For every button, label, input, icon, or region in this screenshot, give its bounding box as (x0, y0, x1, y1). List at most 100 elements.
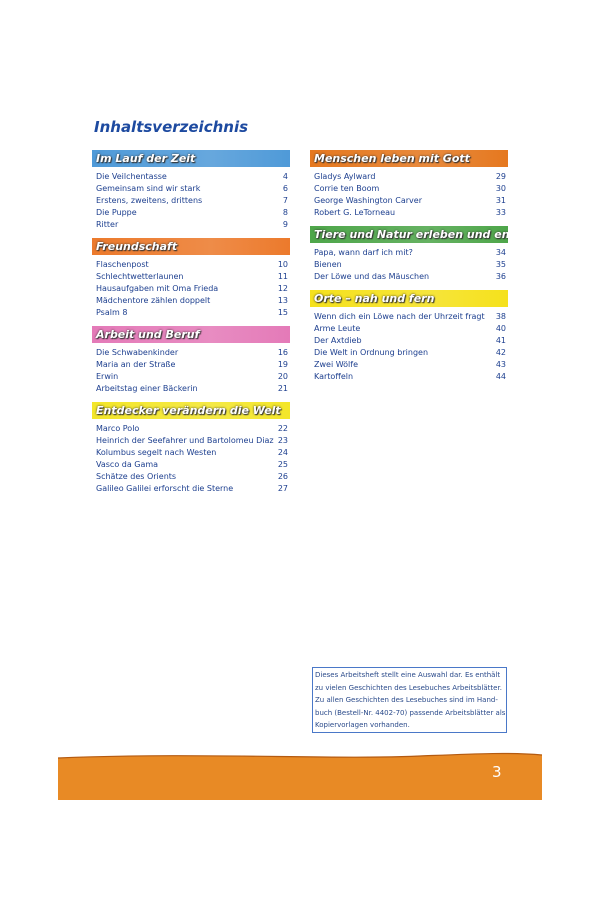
entry-page: 8 (282, 208, 288, 217)
entry-page: 10 (277, 260, 288, 269)
entry-title: Hausaufgaben mit Oma Frieda (96, 284, 219, 293)
entry-page: 4 (282, 172, 288, 181)
toc-column: Menschen leben mit Gott Gladys Aylward 29 C… (310, 150, 508, 383)
item-list: Gladys Aylward 29 Corrie ten Boom 30 George … (310, 171, 508, 219)
entry-page: 13 (277, 296, 288, 305)
toc-entry: Die Veilchentasse 4 (92, 171, 290, 183)
entry-title: Schätze des Orients (96, 472, 177, 481)
entry-page: 9 (282, 220, 288, 229)
entry-title: Der Löwe und das Mäuschen (314, 272, 430, 281)
note-line: buch (Bestell-Nr. 4402-70) passende Arbe… (315, 708, 506, 717)
item-list: Die Schwabenkinder 16 Maria an der Straße 1… (92, 347, 290, 395)
entry-page: 20 (277, 372, 288, 381)
entry-page: 25 (277, 460, 288, 469)
item-list: Wenn dich ein Löwe nach der Uhrzeit frag… (310, 311, 508, 383)
toc-entry: Flaschenpost 10 (92, 259, 290, 271)
toc-entry: Heinrich der Seefahrer und Bartolomeu Di… (92, 435, 290, 447)
entry-page: 16 (277, 348, 288, 357)
toc-section: Entdecker verändern die Welt Marco Polo 22… (92, 402, 290, 495)
toc-entry: Robert G. LeTorneau 33 (310, 207, 508, 219)
entry-page: 11 (277, 272, 288, 281)
note-line: Kopiervorlagen vorhanden. (315, 721, 410, 729)
entry-title: Corrie ten Boom (314, 184, 380, 193)
toc-entry: Schätze des Orients 26 (92, 471, 290, 483)
entry-page: 33 (495, 208, 506, 217)
entry-page: 38 (495, 312, 506, 321)
item-list: Die Veilchentasse 4 Gemeinsam sind wir sta… (92, 171, 290, 231)
entry-title: George Washington Carver (314, 196, 422, 205)
entry-page: 31 (495, 196, 506, 205)
entry-page: 35 (495, 260, 506, 269)
entry-title: Wenn dich ein Löwe nach der Uhrzeit frag… (314, 312, 485, 321)
note-line: Zu allen Geschichten des Lesebuches sind… (315, 696, 498, 704)
toc-entry: Die Welt in Ordnung bringen 42 (310, 347, 508, 359)
entry-page: 15 (277, 308, 288, 317)
toc-entry: Papa, wann darf ich mit? 34 (310, 247, 508, 259)
toc-entry: Maria an der Straße 19 (92, 359, 290, 371)
entry-title: Flaschenpost (96, 260, 149, 269)
entry-page: 12 (277, 284, 288, 293)
page-number: 3 (492, 763, 502, 781)
section-heading: Tiere und Natur erleben und entdecken (310, 226, 508, 243)
entry-page: 24 (277, 448, 288, 457)
toc-entry: Gemeinsam sind wir stark 6 (92, 183, 290, 195)
toc-entry: George Washington Carver 31 (310, 195, 508, 207)
entry-title: Galileo Galilei erforscht die Sterne (96, 484, 234, 493)
toc-section: Orte – nah und fern Wenn dich ein Löwe na… (310, 290, 508, 383)
toc-entry: Erwin 20 (92, 371, 290, 383)
section-heading: Entdecker verändern die Welt (92, 402, 290, 419)
note-box: Dieses Arbeitsheft stellt eine Auswahl d… (312, 667, 507, 733)
section-heading: Im Lauf der Zeit (92, 150, 290, 167)
entry-page: 36 (495, 272, 506, 281)
entry-page: 21 (277, 384, 288, 393)
note-line: Dieses Arbeitsheft stellt eine Auswahl d… (315, 671, 501, 679)
item-list: Marco Polo 22 Heinrich der Seefahrer und B… (92, 423, 290, 495)
toc-column: Im Lauf der Zeit Die Veilchentasse 4 Gemein… (92, 150, 290, 495)
toc-entry: Kolumbus segelt nach Westen 24 (92, 447, 290, 459)
entry-title: Robert G. LeTorneau (314, 208, 396, 217)
toc-entry: Schlechtwetterlaunen 11 (92, 271, 290, 283)
section-heading: Orte – nah und fern (310, 290, 508, 307)
toc-entry: Marco Polo 22 (92, 423, 290, 435)
toc-section: Freundschaft Flaschenpost 10 Schlechtwetter… (92, 238, 290, 319)
entry-title: Die Veilchentasse (96, 172, 167, 181)
toc-entry: Arme Leute 40 (310, 323, 508, 335)
entry-title: Vasco da Gama (96, 460, 159, 469)
toc-entry: Gladys Aylward 29 (310, 171, 508, 183)
entry-title: Die Puppe (96, 208, 137, 217)
toc-entry: Vasco da Gama 25 (92, 459, 290, 471)
toc-entry: Mädchentore zählen doppelt 13 (92, 295, 290, 307)
toc-entry: Ritter 9 (92, 219, 290, 231)
section-heading: Arbeit und Beruf (92, 326, 290, 343)
entry-title: Arme Leute (314, 324, 361, 333)
entry-title: Ritter (96, 220, 119, 229)
entry-title: Maria an der Straße (96, 360, 176, 369)
entry-title: Schlechtwetterlaunen (96, 272, 184, 281)
toc-entry: Der Axtdieb 41 (310, 335, 508, 347)
toc-entry: Psalm 8 15 (92, 307, 290, 319)
entry-title: Marco Polo (96, 424, 140, 433)
toc-entry: Hausaufgaben mit Oma Frieda 12 (92, 283, 290, 295)
section-heading: Freundschaft (92, 238, 290, 255)
toc-entry: Die Puppe 8 (92, 207, 290, 219)
entry-title: Psalm 8 (96, 308, 128, 317)
entry-page: 19 (277, 360, 288, 369)
entry-title: Bienen (314, 260, 342, 269)
toc-entry: Kartoffeln 44 (310, 371, 508, 383)
entry-page: 43 (495, 360, 506, 369)
entry-page: 30 (495, 184, 506, 193)
toc-section: Im Lauf der Zeit Die Veilchentasse 4 Gemein… (92, 150, 290, 231)
entry-page: 6 (282, 184, 288, 193)
entry-title: Papa, wann darf ich mit? (314, 248, 413, 257)
toc-entry: Galileo Galilei erforscht die Sterne 27 (92, 483, 290, 495)
entry-title: Der Axtdieb (314, 336, 362, 345)
entry-page: 7 (282, 196, 288, 205)
entry-page: 23 (277, 436, 288, 445)
entry-page: 40 (495, 324, 506, 333)
toc-section: Menschen leben mit Gott Gladys Aylward 29 C… (310, 150, 508, 219)
toc-entry: Corrie ten Boom 30 (310, 183, 508, 195)
section-heading: Menschen leben mit Gott (310, 150, 508, 167)
entry-title: Arbeitstag einer Bäckerin (96, 384, 198, 393)
